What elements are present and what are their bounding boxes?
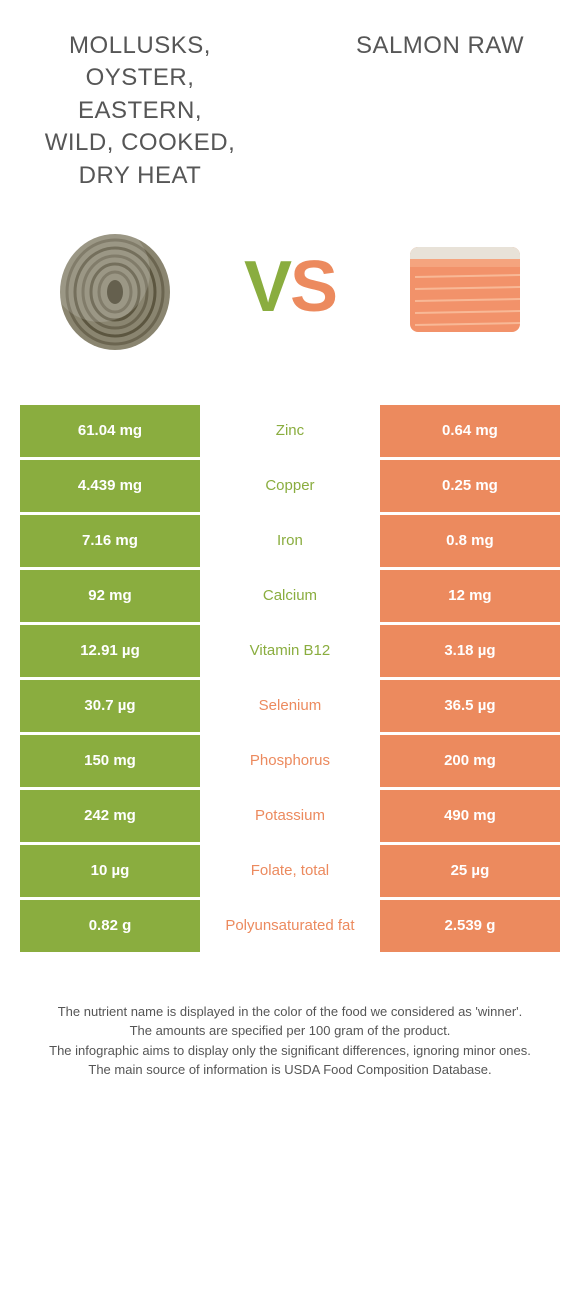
nutrient-row: 150 mgPhosphorus200 mg bbox=[20, 732, 560, 787]
nutrient-left-value: 150 mg bbox=[20, 735, 200, 787]
nutrient-row: 4.439 mgCopper0.25 mg bbox=[20, 457, 560, 512]
nutrient-left-value: 4.439 mg bbox=[20, 460, 200, 512]
salmon-image bbox=[390, 212, 540, 362]
nutrient-left-value: 10 µg bbox=[20, 845, 200, 897]
footnote-line: The main source of information is USDA F… bbox=[20, 1060, 560, 1080]
nutrient-left-value: 92 mg bbox=[20, 570, 200, 622]
nutrient-label: Selenium bbox=[200, 680, 380, 732]
nutrient-left-value: 30.7 µg bbox=[20, 680, 200, 732]
nutrient-label: Iron bbox=[200, 515, 380, 567]
nutrient-label: Copper bbox=[200, 460, 380, 512]
nutrient-row: 10 µgFolate, total25 µg bbox=[20, 842, 560, 897]
nutrient-row: 0.82 gPolyunsaturated fat2.539 g bbox=[20, 897, 560, 952]
nutrient-right-value: 200 mg bbox=[380, 735, 560, 787]
nutrient-left-value: 7.16 mg bbox=[20, 515, 200, 567]
food-left-title: MOLLUSKS, OYSTER, EASTERN, WILD, COOKED,… bbox=[40, 30, 240, 192]
nutrient-right-value: 25 µg bbox=[380, 845, 560, 897]
footnote-line: The nutrient name is displayed in the co… bbox=[20, 1002, 560, 1022]
nutrient-row: 92 mgCalcium12 mg bbox=[20, 567, 560, 622]
nutrient-right-value: 12 mg bbox=[380, 570, 560, 622]
nutrient-left-value: 0.82 g bbox=[20, 900, 200, 952]
vs-letter-s: S bbox=[290, 247, 336, 327]
nutrient-label: Polyunsaturated fat bbox=[200, 900, 380, 952]
nutrient-label: Potassium bbox=[200, 790, 380, 842]
nutrient-row: 12.91 µgVitamin B123.18 µg bbox=[20, 622, 560, 677]
nutrient-label: Zinc bbox=[200, 405, 380, 457]
comparison-images-row: VS bbox=[0, 192, 580, 402]
nutrient-right-value: 0.8 mg bbox=[380, 515, 560, 567]
nutrient-row: 30.7 µgSelenium36.5 µg bbox=[20, 677, 560, 732]
nutrient-row: 242 mgPotassium490 mg bbox=[20, 787, 560, 842]
nutrient-right-value: 3.18 µg bbox=[380, 625, 560, 677]
vs-letter-v: V bbox=[244, 247, 290, 327]
nutrient-left-value: 61.04 mg bbox=[20, 405, 200, 457]
footnote-line: The infographic aims to display only the… bbox=[20, 1041, 560, 1061]
vs-badge: VS bbox=[244, 246, 336, 328]
nutrient-label: Phosphorus bbox=[200, 735, 380, 787]
nutrient-label: Vitamin B12 bbox=[200, 625, 380, 677]
nutrient-row: 7.16 mgIron0.8 mg bbox=[20, 512, 560, 567]
nutrient-left-value: 242 mg bbox=[20, 790, 200, 842]
nutrient-right-value: 0.64 mg bbox=[380, 405, 560, 457]
nutrient-right-value: 490 mg bbox=[380, 790, 560, 842]
food-right-title: SALMON RAW bbox=[340, 30, 540, 192]
footnote-line: The amounts are specified per 100 gram o… bbox=[20, 1021, 560, 1041]
header-titles: MOLLUSKS, OYSTER, EASTERN, WILD, COOKED,… bbox=[0, 0, 580, 192]
nutrient-right-value: 2.539 g bbox=[380, 900, 560, 952]
nutrient-comparison-table: 61.04 mgZinc0.64 mg4.439 mgCopper0.25 mg… bbox=[0, 402, 580, 952]
nutrient-right-value: 0.25 mg bbox=[380, 460, 560, 512]
nutrient-label: Folate, total bbox=[200, 845, 380, 897]
footnotes: The nutrient name is displayed in the co… bbox=[0, 952, 580, 1080]
nutrient-row: 61.04 mgZinc0.64 mg bbox=[20, 402, 560, 457]
nutrient-label: Calcium bbox=[200, 570, 380, 622]
nutrient-right-value: 36.5 µg bbox=[380, 680, 560, 732]
oyster-image bbox=[40, 212, 190, 362]
nutrient-left-value: 12.91 µg bbox=[20, 625, 200, 677]
